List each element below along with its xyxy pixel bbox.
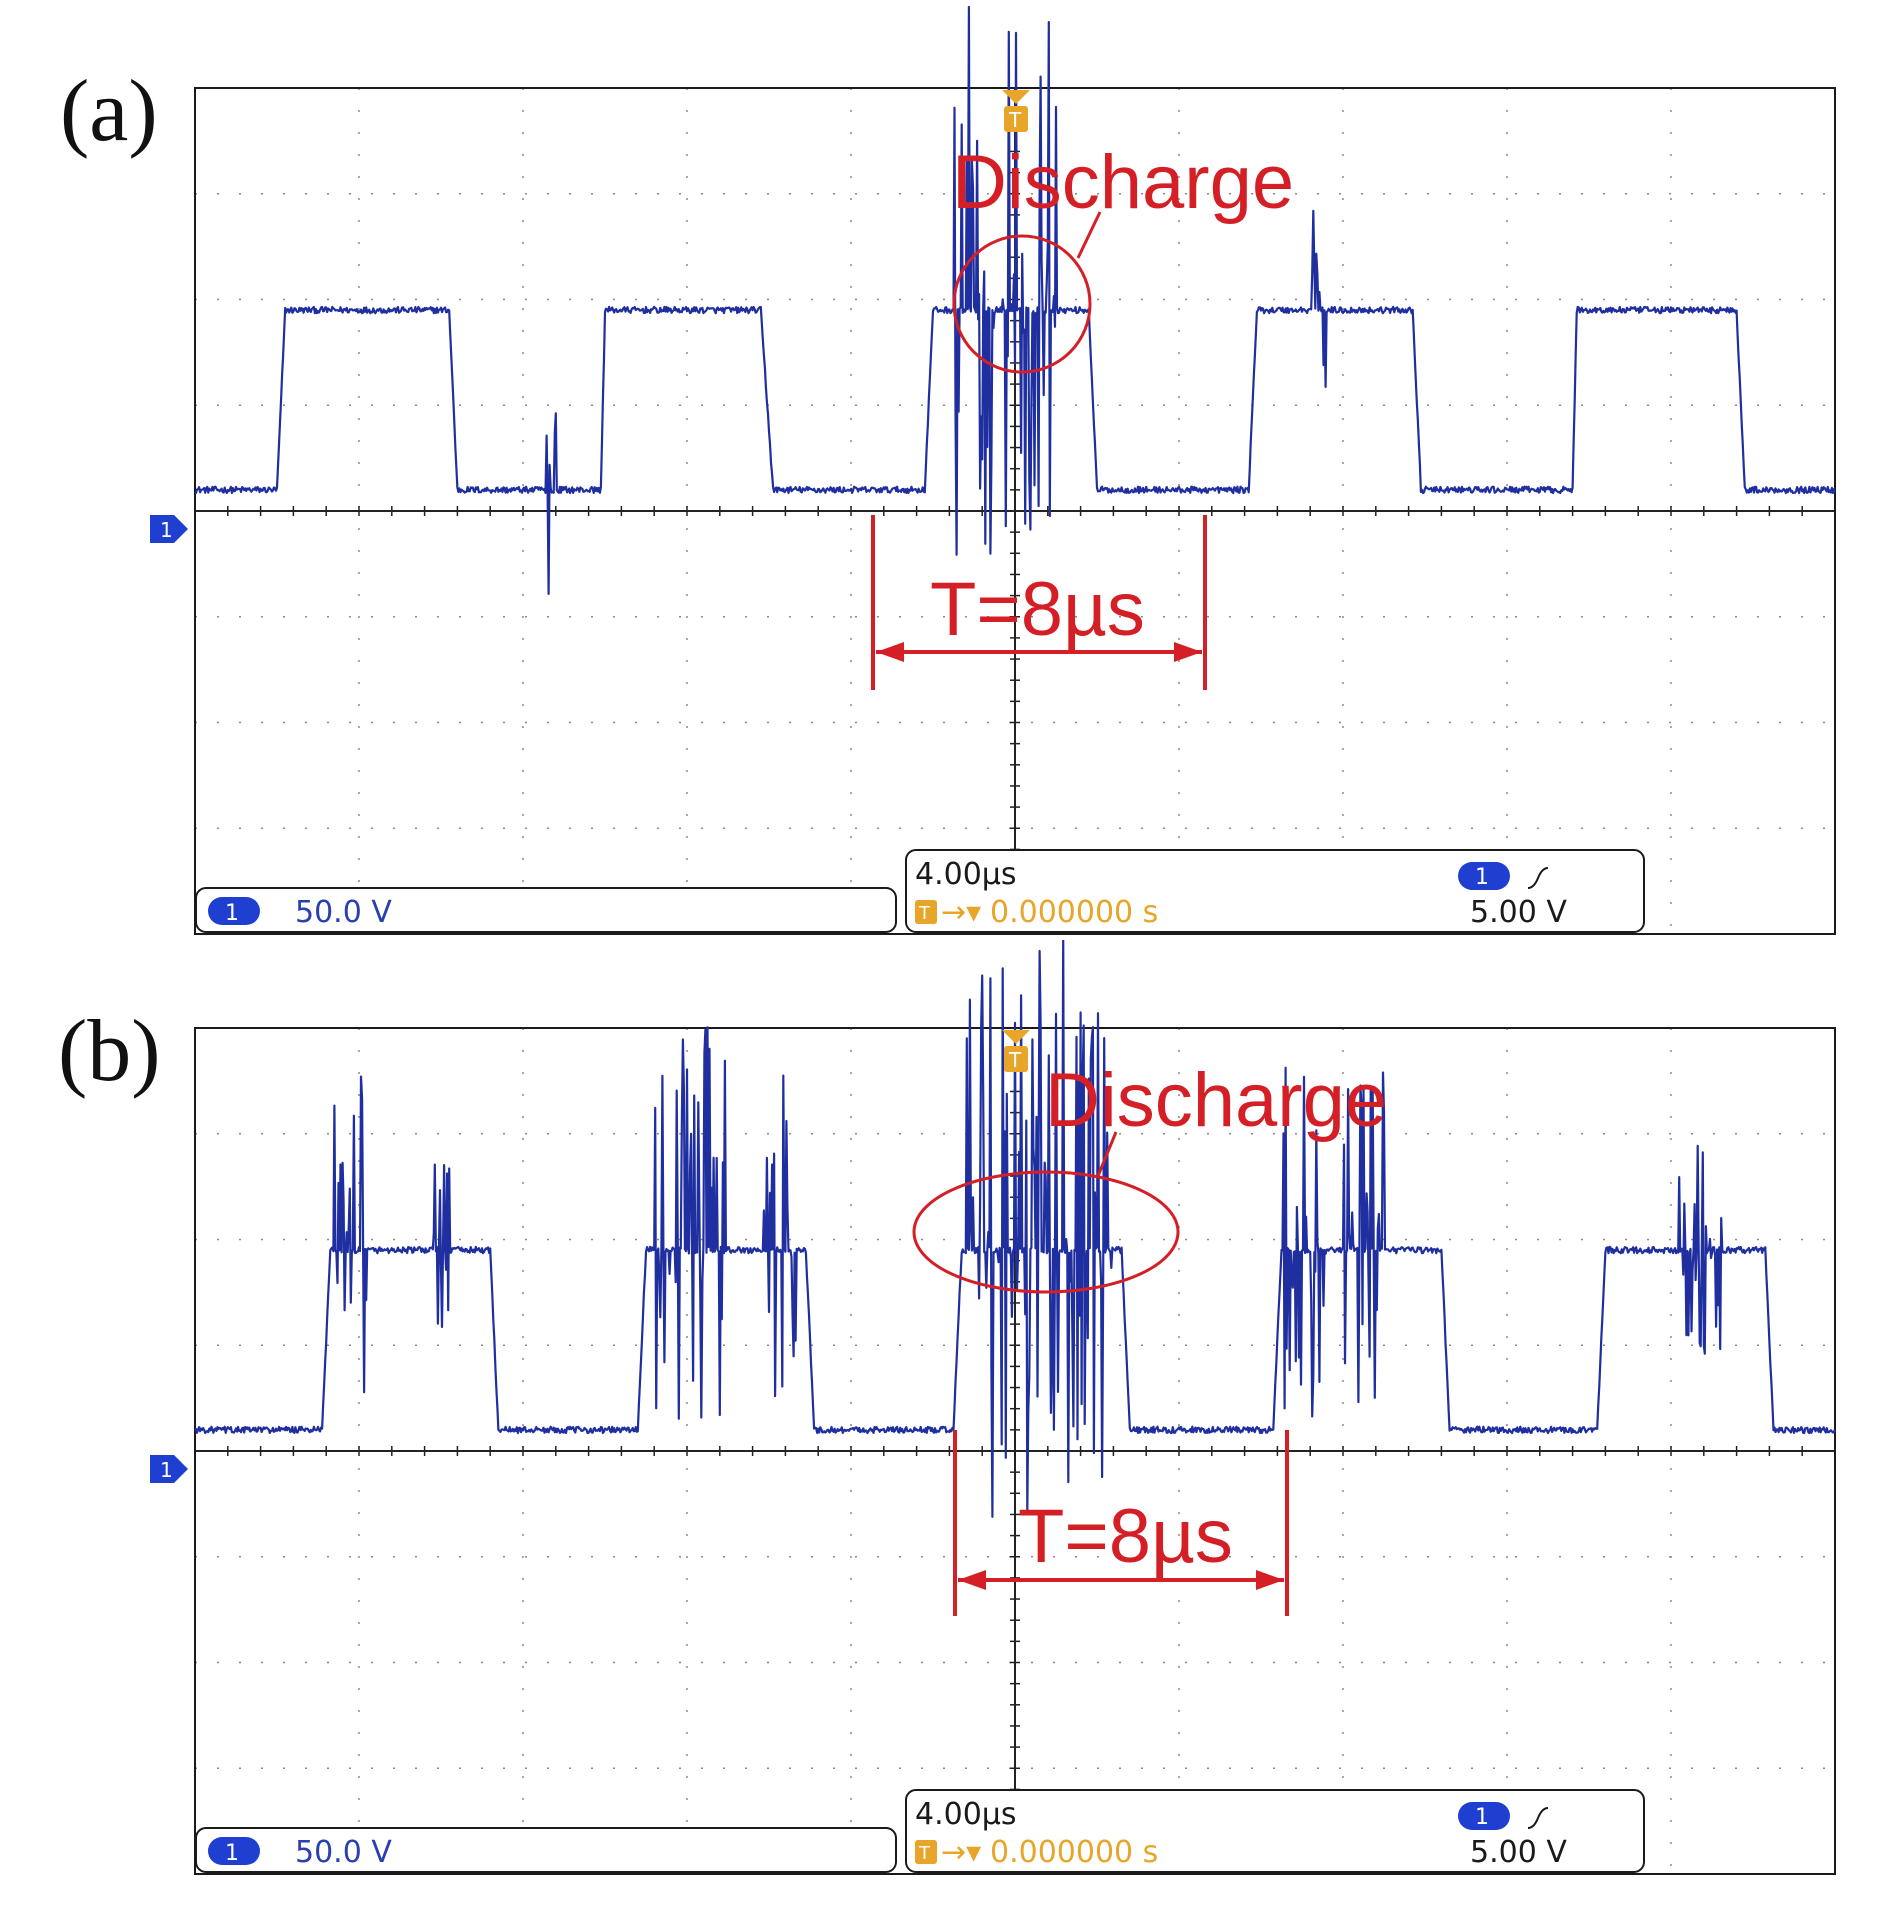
period-label: T=8µs <box>1018 1494 1233 1579</box>
period-annotation: T=8µs <box>953 1430 1289 1616</box>
trigger-pos-icon <box>915 900 937 924</box>
volts-per-div: 50.0 V <box>295 895 392 930</box>
trigger-marker-icon: T <box>1002 1030 1030 1072</box>
volts-per-div: 50.0 V <box>295 1835 392 1870</box>
channel-badge-number: 1 <box>225 1841 239 1866</box>
trigger-level: 5.00 V <box>1470 1835 1567 1870</box>
waveform-trace <box>194 940 1837 1518</box>
trigger-level: 5.00 V <box>1470 895 1567 930</box>
discharge-label: Discharge <box>952 140 1294 225</box>
discharge-label: Discharge <box>1045 1058 1387 1143</box>
svg-text:T: T <box>1008 108 1022 132</box>
discharge-circle <box>952 234 1092 374</box>
channel-1-marker-icon: 1 <box>150 1455 188 1483</box>
rising-edge-icon <box>1527 867 1549 889</box>
discharge-leader <box>1076 211 1102 259</box>
discharge-annotation: Discharge <box>952 140 1294 374</box>
timebase-status-box: 4.00µs T →▾ 0.000000 s 1 5.00 V <box>905 849 1645 933</box>
period-label: T=8µs <box>930 567 1145 652</box>
panel-a: (a) 1 T Discharge T=8µs <box>60 5 1837 935</box>
panel-label: (a) <box>60 63 158 160</box>
channel-1-marker-icon: 1 <box>150 515 188 543</box>
grid <box>194 87 1836 935</box>
svg-text:T: T <box>918 903 931 924</box>
svg-text:1: 1 <box>1475 1805 1489 1830</box>
channel-status-box: 1 50.0 V <box>195 1827 897 1873</box>
panel-label: (b) <box>58 1003 161 1100</box>
svg-text:→▾: →▾ <box>941 1835 981 1870</box>
trigger-pos-icon <box>915 1840 937 1864</box>
trigger-position: 0.000000 s <box>990 1835 1158 1870</box>
svg-text:T: T <box>918 1843 931 1864</box>
period-annotation: T=8µs <box>871 515 1207 690</box>
rising-edge-icon <box>1527 1807 1549 1829</box>
discharge-circle <box>912 1170 1180 1294</box>
series-line <box>194 940 1837 1518</box>
discharge-annotation: Discharge <box>912 1058 1387 1294</box>
channel-status-box: 1 50.0 V <box>195 887 897 933</box>
time-per-div: 4.00µs <box>915 857 1017 892</box>
svg-text:1: 1 <box>160 518 173 542</box>
svg-text:1: 1 <box>1475 865 1489 890</box>
scope-chart-b: (b) 1 T Discharge T=8µs <box>58 940 1837 1875</box>
timebase-status-box: 4.00µs T →▾ 0.000000 s 1 5.00 V <box>905 1789 1645 1873</box>
svg-text:1: 1 <box>160 1458 173 1482</box>
trigger-position: 0.000000 s <box>990 895 1158 930</box>
series-line <box>194 5 1837 596</box>
svg-text:T: T <box>1008 1048 1022 1072</box>
channel-badge <box>208 897 260 925</box>
channel-badge-number: 1 <box>225 901 239 926</box>
panel-b: (b) 1 T Discharge T=8µs <box>0 940 1892 1906</box>
time-per-div: 4.00µs <box>915 1797 1017 1832</box>
discharge-leader <box>1096 1131 1118 1177</box>
trigger-source-badge <box>1458 862 1510 890</box>
trigger-source-badge <box>1458 1802 1510 1830</box>
trigger-marker-icon: T <box>1002 90 1030 132</box>
svg-text:→▾: →▾ <box>941 895 981 930</box>
channel-badge <box>208 1837 260 1865</box>
waveform-trace <box>194 5 1837 596</box>
scope-chart-a: (a) 1 T Discharge T=8µs <box>60 5 1837 935</box>
